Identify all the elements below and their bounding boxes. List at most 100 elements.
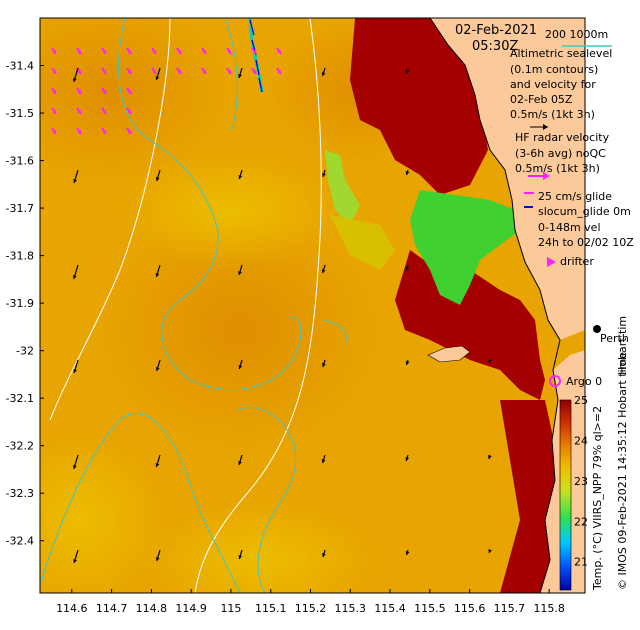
- hot-nearshore-band: [350, 18, 488, 195]
- legend-line: 0-148m vel: [538, 221, 601, 234]
- colorbar-tick-label: 24: [574, 434, 588, 447]
- hf-radar-arrow-head: [102, 90, 106, 94]
- velocity-arrow-head: [487, 455, 492, 459]
- velocity-arrow-head: [73, 179, 77, 183]
- hf-radar-arrow-head: [152, 70, 156, 74]
- x-axis: 114.6 114.7 114.8 114.9 115 115.1 115.2 115.3 11…: [56, 589, 565, 615]
- plot-area: [40, 18, 585, 593]
- velocity-arrow-head: [238, 175, 243, 179]
- velocity-arrow-head: [405, 361, 410, 365]
- map-date: 02-Feb-2021: [455, 23, 537, 38]
- hf-radar-arrow-head: [127, 90, 131, 94]
- x-tick-label: 114.7: [96, 602, 128, 615]
- hf-radar-arrow-head: [127, 110, 131, 114]
- hf-radar-arrow-head: [52, 130, 56, 134]
- y-tick-label: -32.4: [6, 535, 34, 548]
- hf-radar-arrow-head: [77, 110, 81, 114]
- velocity-arrow-head: [405, 70, 410, 74]
- cool-filament: [325, 150, 360, 225]
- hf-radar-arrow-head: [127, 70, 131, 74]
- velocity-arrow-head: [72, 275, 77, 279]
- warm-region: [100, 210, 380, 450]
- velocity-arrow-head: [322, 363, 326, 367]
- x-tick-label: 115.5: [414, 602, 446, 615]
- hf-radar-arrows: [51, 47, 282, 135]
- legend-line: 02-Feb 05Z: [510, 93, 573, 106]
- x-tick-label: 115.8: [533, 602, 565, 615]
- velocity-arrow-head: [238, 365, 243, 369]
- colorbar-tick-label: 25: [574, 394, 588, 407]
- velocity-arrow-head: [238, 555, 243, 559]
- x-tick-label: 115.7: [494, 602, 526, 615]
- velocity-arrow-head: [238, 271, 242, 275]
- velocity-arrow-head: [155, 273, 160, 277]
- drifter-legend: drifter: [547, 255, 594, 268]
- argo-label: Argo 0: [566, 375, 602, 388]
- hf-radar-arrow-head: [252, 50, 256, 54]
- warm-region: [40, 18, 230, 180]
- argo-icon: [549, 375, 561, 387]
- credit-text: © IMOS 09-Feb-2021 14:35:12 Hobart time: [616, 352, 629, 590]
- velocity-arrow-head: [72, 465, 77, 469]
- legend-line: and velocity for: [510, 78, 596, 91]
- colorbar-ticks: 25 24 23 22 21: [574, 394, 588, 569]
- velocity-arrow-head: [73, 369, 77, 373]
- hot-nearshore-band: [500, 400, 560, 593]
- colorbar-tick-label: 23: [574, 475, 588, 488]
- colorbar-ramp: [559, 399, 572, 591]
- y-tick-label: -31.4: [6, 60, 34, 73]
- sealevel-contour: [324, 319, 347, 346]
- x-tick-label: 114.8: [136, 602, 168, 615]
- velocity-arrow-head: [322, 173, 326, 177]
- hf-radar-arrow-head: [127, 130, 131, 134]
- y-tick-label: -32: [16, 345, 34, 358]
- legend-line: 24h to 02/02 10Z: [538, 236, 634, 249]
- hf-radar-arrow-head: [77, 50, 81, 54]
- sealevel-contour: [237, 406, 297, 593]
- velocity-arrow-head: [322, 553, 326, 557]
- x-tick-label: 115.2: [295, 602, 327, 615]
- hf-radar-arrow-head: [227, 70, 231, 74]
- y-tick-label: -31.8: [6, 250, 34, 263]
- legend-line: HF radar velocity: [515, 131, 610, 144]
- y-tick-label: -32.3: [6, 487, 34, 500]
- hf-radar-arrow-head: [127, 50, 131, 54]
- hf-radar-arrow-head: [277, 70, 281, 74]
- legend-line: 25 cm/s glide: [538, 190, 612, 203]
- velocity-arrow-head: [238, 74, 242, 78]
- hf-radar-arrow-head: [177, 50, 181, 54]
- city-label: Perth: [600, 332, 629, 345]
- isobath-200m: [49, 18, 171, 421]
- hf-radar-arrow-head: [227, 50, 231, 54]
- drifter-icon: [547, 257, 556, 267]
- glider-legend: 25 cm/s glide slocum_glide 0m 0-148m vel…: [524, 190, 634, 249]
- legend-line: Altimetric sealevel: [510, 47, 612, 60]
- hf-radar-arrow-head: [102, 50, 106, 54]
- map-time: 05:30Z: [472, 39, 518, 54]
- velocity-arrow-head: [73, 559, 77, 563]
- coastline: [429, 18, 561, 593]
- velocity-arrow-head: [321, 459, 326, 463]
- y-tick-label: -31.6: [6, 155, 34, 168]
- colorbar-tick-label: 21: [574, 556, 588, 569]
- velocity-arrow-head: [405, 171, 410, 175]
- velocity-arrow-head: [488, 549, 492, 553]
- hf-radar-arrow-head: [52, 50, 56, 54]
- sealevel-contour: [224, 18, 238, 131]
- velocity-arrow-head: [155, 367, 160, 371]
- cool-region: [120, 150, 340, 270]
- legend-line: (0.1m contours): [510, 63, 598, 76]
- yellow-patch: [330, 215, 395, 270]
- x-tick-label: 115.6: [454, 602, 486, 615]
- velocity-arrow-head: [155, 177, 160, 181]
- velocity-arrow-head: [405, 551, 410, 555]
- hf-radar-arrow-head: [152, 50, 156, 54]
- legend-line: 0.5m/s (1kt 3h): [515, 162, 600, 175]
- legend-line: 0.5m/s (1kt 3h): [510, 108, 595, 121]
- hf-radar-arrow-head: [52, 110, 56, 114]
- hf-radar-arrow-head: [177, 70, 181, 74]
- sealevel-legend: Altimetric sealevel (0.1m contours) and …: [510, 47, 612, 130]
- colorbar-title: Temp. (°C) VIIRS_NPP 79% ql>=2: [591, 406, 604, 591]
- velocity-arrow-head: [72, 78, 77, 82]
